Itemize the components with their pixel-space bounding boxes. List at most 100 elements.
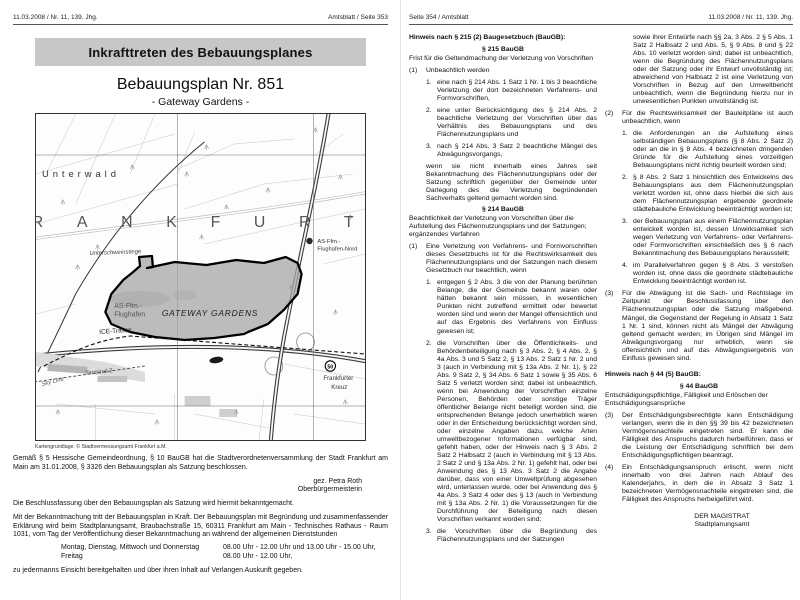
gateway-gardens-plan-area xyxy=(104,254,303,342)
legal-subtitle: Entschädigungspflichtige, Fälligkeit und… xyxy=(605,391,768,407)
map-block: Bebauungsplan Nr. 851 - Gateway Gardens … xyxy=(13,76,388,450)
paragraph-text: der Bebauungsplan aus einem Flächennutzu… xyxy=(633,218,793,258)
legal-paragraph: (3) Für die Abwägung ist die Sach- und Re… xyxy=(605,290,793,362)
legal-paragraph: (1) Unbeachtlich werden xyxy=(409,67,597,75)
paragraph-marker: 3. xyxy=(426,527,432,535)
map-title: Bebauungsplan Nr. 851 xyxy=(116,76,285,93)
announcement-paragraph: Die Beschlussfassung über den Bebauungsp… xyxy=(13,500,294,507)
resolution-paragraph: Gemäß § 5 Hessische Gemeindeordnung, § 1… xyxy=(13,455,388,471)
paragraph-text: Für die Abwägung ist die Sach- und Recht… xyxy=(622,290,793,362)
legal-section-title: § 214 BauGB xyxy=(482,206,524,214)
paragraph-marker: (3) xyxy=(605,411,614,419)
paragraph-marker: (4) xyxy=(605,463,614,471)
paragraph-text: entgegen § 2 Abs. 3 die von der Planung … xyxy=(437,279,597,335)
legal-paragraph: 4. im Parallelverfahren gegen § 8 Abs. 3 … xyxy=(605,262,793,286)
header-issue: 11.03.2008 / Nr. 11, 139. Jhg. xyxy=(13,14,98,21)
paragraph-text: eine nach § 214 Abs. 1 Satz 1 Nr. 1 bis … xyxy=(437,79,597,103)
map-parcel-lines xyxy=(36,114,365,440)
paragraph-text: die Vorschriften über die Begründung des… xyxy=(437,527,597,543)
paragraph-marker: 3. xyxy=(426,143,432,151)
opening-hours-row: Montag, Dienstag, Mittwoch und Donnersta… xyxy=(13,544,388,553)
legal-paragraph: 3. die Vorschriften über die Begründung d… xyxy=(409,528,597,544)
opening-hours: Montag, Dienstag, Mittwoch und Donnersta… xyxy=(13,544,388,562)
inspection-paragraph: Mit der Bekanntmachung tritt der Bebauun… xyxy=(13,513,388,539)
closing-paragraph: zu jedermanns Einsicht bereitgehalten un… xyxy=(13,566,303,574)
legal-paragraph: 3. nach § 214 Abs. 3 Satz 2 beachtliche M… xyxy=(409,143,597,159)
road-badge-50: 50 xyxy=(324,360,337,372)
paragraph-marker: 1. xyxy=(426,79,432,87)
paragraph-text: nach § 214 Abs. 3 Satz 2 beachtliche Män… xyxy=(437,143,597,159)
paragraph-marker: (1) xyxy=(409,67,418,75)
signature-line: DER MAGISTRAT xyxy=(694,512,750,520)
paragraph-text: die Anforderungen an die Aufstellung ein… xyxy=(633,130,793,170)
skyline-line xyxy=(36,365,146,383)
legal-paragraph: 2. § 8 Abs. 2 Satz 1 hinsichtlich des Ent… xyxy=(605,174,793,214)
signature-role: Oberbürgermeisterin xyxy=(297,486,362,494)
legal-paragraph: (2) Für die Rechtswirksamkeit der Bauleit… xyxy=(605,110,793,126)
opening-days: Freitag xyxy=(61,552,83,560)
right-col-2: sowie ihrer Entwürfe nach §§ 2a, 3 Abs. … xyxy=(605,34,793,544)
legal-section-title: § 44 BauGB xyxy=(679,382,719,390)
paragraph-text: die Vorschriften über die Öffentlichkeit… xyxy=(437,339,597,523)
map-label-terminal2: Terminal 2 xyxy=(85,368,114,377)
paragraph-marker: 3. xyxy=(622,218,628,226)
legal-section-title: § 215 BauGB xyxy=(482,46,524,54)
map-label-unterschweinstiege: Unterschweinstiege xyxy=(89,249,142,257)
paragraph-marker: 1. xyxy=(622,130,628,138)
motorway-junction-dot xyxy=(306,237,313,245)
paragraph-marker: 2. xyxy=(426,107,432,115)
page-left: 11.03.2008 / Nr. 11, 139. Jhg. Amtsblatt… xyxy=(13,14,388,574)
signature-block: gez. Petra Roth Oberbürgermeisterin xyxy=(13,478,362,496)
legal-paragraph: wenn sie nicht innerhalb eines Jahres se… xyxy=(426,163,597,203)
map-label-unterwald: Unterwald xyxy=(42,169,120,180)
paragraph-text: Ein Entschädigungsanspruch erlischt, wen… xyxy=(622,463,793,503)
paragraph-text: Der Entschädigungsberechtigte kann Entsc… xyxy=(622,411,793,459)
opening-hours-row: Freitag 08.00 Uhr - 12.00 Uhr, xyxy=(13,553,388,562)
legal-heading: Hinweis nach § 215 (2) Baugesetzbuch (Ba… xyxy=(409,34,566,41)
legal-paragraph: (1) Eine Verletzung von Verfahrens- und F… xyxy=(409,243,597,275)
legal-paragraph: (3) Der Entschädigungsberechtigte kann En… xyxy=(605,412,793,460)
map-label-frankfurt: FRANKFURT xyxy=(36,214,365,231)
paragraph-text: im Parallelverfahren gegen § 8 Abs. 3 ve… xyxy=(633,262,793,286)
paragraph-text: § 8 Abs. 2 Satz 1 hinsichtlich des Entwi… xyxy=(633,174,793,214)
legal-paragraph: (4) Ein Entschädigungsanspruch erlischt, … xyxy=(605,464,793,504)
map-label-as-flughafen-line2: Flughafen xyxy=(114,311,145,318)
page-header: Seite 354 / Amtsblatt 11.03.2008 / Nr. 1… xyxy=(409,14,793,25)
signature-name: gez. Petra Roth xyxy=(313,477,362,485)
legal-paragraph: 1. die Anforderungen an die Aufstellung e… xyxy=(605,130,793,170)
page-header: 11.03.2008 / Nr. 11, 139. Jhg. Amtsblatt… xyxy=(13,14,388,25)
map-subtitle: - Gateway Gardens - xyxy=(151,96,250,108)
legal-heading: Hinweis nach § 44 (5) BauGB: xyxy=(605,370,701,378)
map-label-frankfurter-kreuz-line1: Frankfurter xyxy=(323,375,353,382)
paragraph-marker: 1. xyxy=(426,279,432,287)
legal-text-columns: Hinweis nach § 215 (2) Baugesetzbuch (Ba… xyxy=(409,34,793,544)
map-label-as-flughafen-line1: AS-Ffm.- xyxy=(114,303,142,310)
map-label-gateway-gardens: GATEWAY GARDENS xyxy=(162,308,258,318)
legal-subtitle: Beachtlichkeit der Verletzung von Vorsch… xyxy=(409,215,587,239)
paragraph-text: Unbeachtlich werden xyxy=(426,67,490,75)
legal-paragraph: 2. die Vorschriften über die Öffentlichke… xyxy=(409,340,597,524)
map-label-as-nord-line1: AS-Ffm.- xyxy=(317,239,340,245)
signature-line: Stadtplanungsamt xyxy=(694,520,750,528)
paragraph-marker: 4. xyxy=(622,262,628,270)
map-credit: Kartengrundlage: © Stadtvermessungsamt F… xyxy=(35,444,167,450)
opening-days: Montag, Dienstag, Mittwoch und Donnersta… xyxy=(61,544,200,551)
site-map: 50 Unterwald FRANKFURT Unterschweinstieg… xyxy=(35,113,366,441)
paragraph-marker: (1) xyxy=(409,243,418,251)
map-label-as-nord-line2: Flughafen-Nord xyxy=(317,246,357,252)
paragraph-text: Eine Verletzung von Verfahrens- und Form… xyxy=(426,243,597,275)
map-buildings xyxy=(36,352,238,417)
paragraph-marker: 2. xyxy=(426,339,432,347)
paragraph-marker: (2) xyxy=(605,110,614,118)
junction-symbol xyxy=(209,356,224,364)
paragraph-text: eine unter Berücksichtigung des § 214 Ab… xyxy=(437,107,597,139)
legal-paragraph: 3. der Bebauungsplan aus einem Flächennut… xyxy=(605,218,793,258)
paragraph-marker: 2. xyxy=(622,174,628,182)
opening-times: 08.00 Uhr - 12.00 Uhr und 13.00 Uhr - 15… xyxy=(223,544,376,551)
paragraph-text: Für die Rechtswirksamkeit der Bauleitplä… xyxy=(622,110,793,126)
page-right: Seite 354 / Amtsblatt 11.03.2008 / Nr. 1… xyxy=(400,0,800,600)
map-label-ice-trasse: ICE-Trasse xyxy=(99,327,132,336)
legal-paragraph: 1. entgegen § 2 Abs. 3 die von der Planun… xyxy=(409,279,597,335)
road-badge-50-label: 50 xyxy=(327,364,333,370)
site-map-svg: 50 Unterwald FRANKFURT Unterschweinstieg… xyxy=(36,114,365,440)
